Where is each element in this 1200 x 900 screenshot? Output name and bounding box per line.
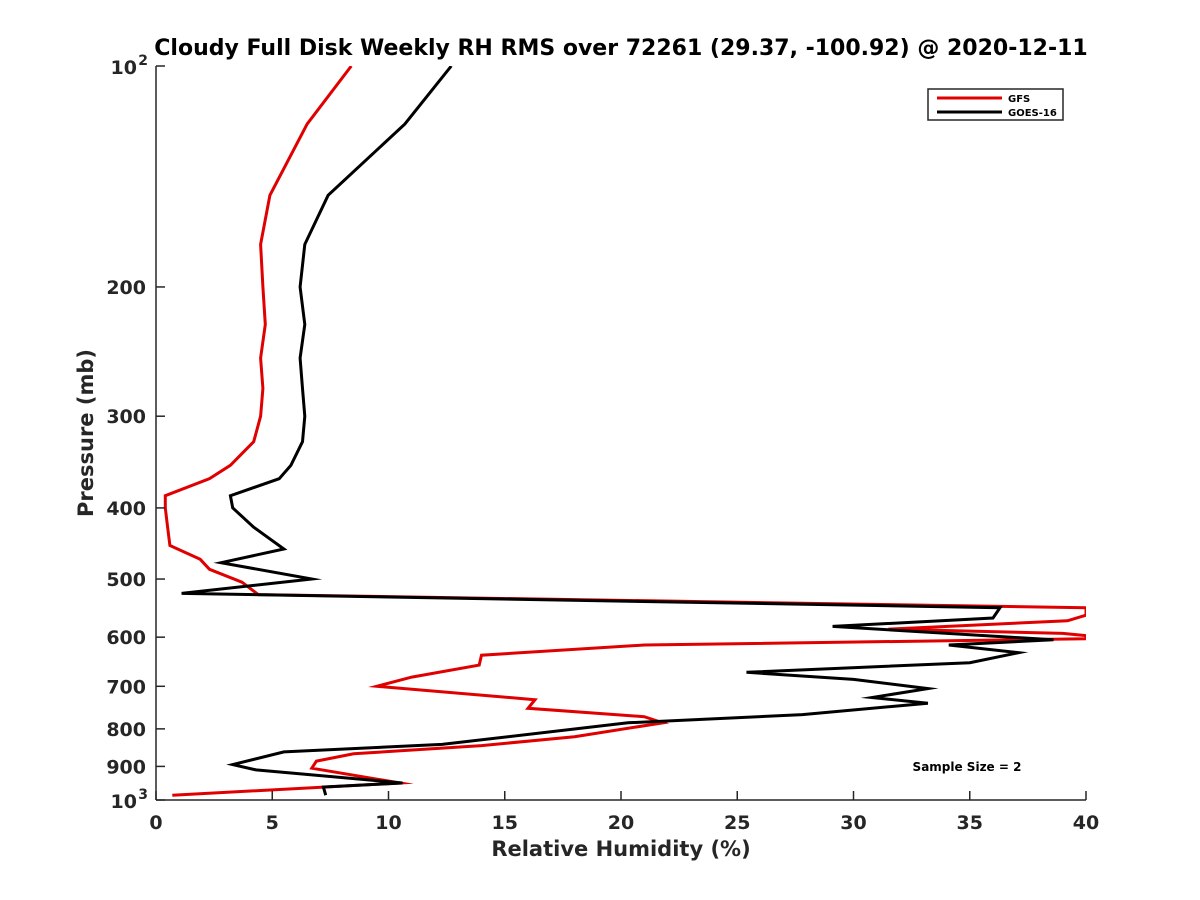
y-tick-label: 500 bbox=[106, 569, 146, 591]
legend: GFS GOES-16 bbox=[927, 88, 1064, 121]
x-tick-label: 30 bbox=[840, 812, 866, 834]
x-tick-label: 35 bbox=[957, 812, 983, 834]
x-tick-label: 20 bbox=[608, 812, 634, 834]
chart-title: Cloudy Full Disk Weekly RH RMS over 7226… bbox=[154, 36, 1087, 61]
y-tick-label-exponent: 2 bbox=[138, 53, 148, 69]
legend-label: GFS bbox=[1008, 94, 1030, 105]
series-line-goes-16 bbox=[181, 66, 1054, 796]
sample-size-annotation: Sample Size = 2 bbox=[913, 760, 1022, 774]
legend-label: GOES-16 bbox=[1008, 108, 1057, 119]
y-tick-label: 10 bbox=[111, 791, 137, 813]
y-tick-label: 600 bbox=[106, 627, 146, 649]
x-tick-label: 25 bbox=[724, 812, 750, 834]
y-tick-label-exponent: 3 bbox=[138, 787, 148, 803]
y-tick-label: 200 bbox=[106, 277, 146, 299]
y-tick-label: 800 bbox=[106, 719, 146, 741]
x-tick-label: 40 bbox=[1073, 812, 1099, 834]
series-group bbox=[163, 66, 1086, 797]
y-tick-label: 900 bbox=[106, 756, 146, 778]
legend-box bbox=[927, 88, 1064, 121]
x-tick-label: 10 bbox=[375, 812, 401, 834]
x-tick-label: 15 bbox=[492, 812, 518, 834]
y-tick-label: 10 bbox=[111, 57, 137, 79]
x-tick-label: 0 bbox=[149, 812, 162, 834]
plot-area: 0 5 10 15 20 25 30 35 40210200300400500600700800… bbox=[106, 53, 1099, 834]
x-axis-label: Relative Humidity (%) bbox=[491, 837, 750, 861]
y-tick-label: 400 bbox=[106, 498, 146, 520]
y-tick-label: 700 bbox=[106, 676, 146, 698]
y-tick-label: 300 bbox=[106, 406, 146, 428]
series-line-gfs bbox=[163, 66, 1086, 797]
x-tick-label: 5 bbox=[266, 812, 279, 834]
y-axis-label: Pressure (mb) bbox=[74, 349, 98, 517]
